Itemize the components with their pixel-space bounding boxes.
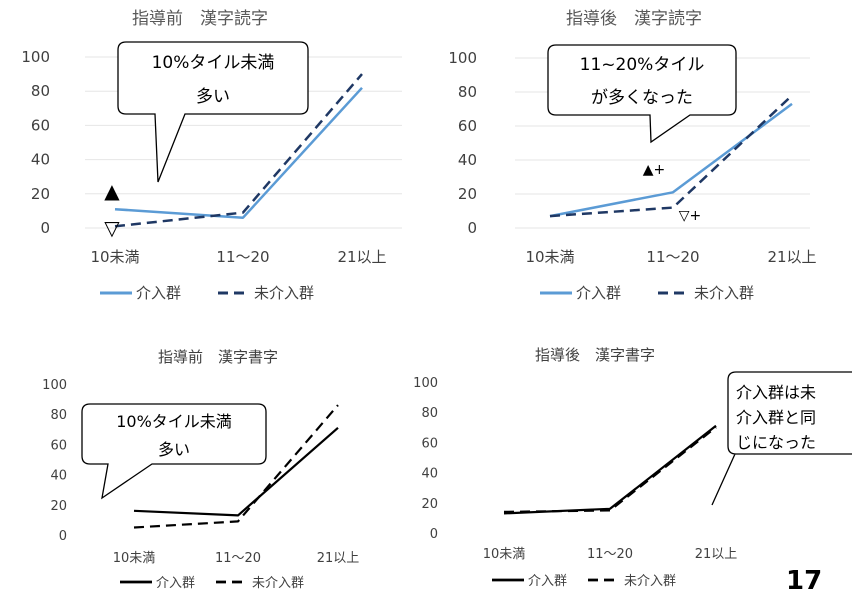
y-tick-label: 0 xyxy=(430,527,438,542)
significance-marker: ▲+ xyxy=(643,162,666,178)
x-tick-label: 11〜20 xyxy=(646,248,699,266)
legend-label: 介入群 xyxy=(136,284,181,302)
x-tick-label: 21以上 xyxy=(695,547,738,562)
y-tick-label: 60 xyxy=(458,117,477,135)
x-tick-label: 11〜20 xyxy=(215,551,261,566)
callout-text: 多い xyxy=(196,87,230,107)
callout-text: 介入群は未 xyxy=(736,383,816,402)
y-tick-label: 20 xyxy=(421,497,438,512)
y-tick-label: 20 xyxy=(458,185,477,203)
y-tick-label: 40 xyxy=(421,467,438,482)
x-tick-label: 21以上 xyxy=(317,551,360,566)
y-tick-label: 0 xyxy=(59,529,67,544)
x-tick-label: 10未満 xyxy=(90,248,139,266)
series-line-control xyxy=(503,426,717,513)
chart-title: 指導前 漢字読字 xyxy=(132,9,268,29)
chart-title: 指導後 漢字読字 xyxy=(566,9,702,29)
y-tick-label: 100 xyxy=(448,49,477,67)
y-tick-label: 60 xyxy=(50,438,67,453)
y-tick-label: 80 xyxy=(458,83,477,101)
y-tick-label: 40 xyxy=(458,151,477,169)
series-line-control xyxy=(549,94,793,218)
x-tick-label: 11〜20 xyxy=(216,248,269,266)
page-number: 17 xyxy=(786,566,823,596)
y-tick-label: 80 xyxy=(421,406,438,421)
callout-text: が多くなった xyxy=(591,88,693,108)
callout-bubble xyxy=(81,403,267,500)
legend-label: 介入群 xyxy=(576,284,621,302)
x-tick-label: 10未満 xyxy=(525,248,574,266)
callout-text: 10%タイル未満 xyxy=(152,53,275,73)
y-tick-label: 0 xyxy=(467,219,477,237)
y-tick-label: 0 xyxy=(40,219,50,237)
y-tick-label: 60 xyxy=(31,116,50,134)
x-tick-label: 21以上 xyxy=(767,248,816,266)
series-line-control xyxy=(133,404,339,529)
y-tick-label: 40 xyxy=(50,469,67,484)
significance-marker: ▽ xyxy=(104,216,120,240)
x-tick-label: 10未満 xyxy=(483,547,526,562)
callout-text: 介入群と同 xyxy=(736,408,816,427)
significance-marker: ▽+ xyxy=(679,208,702,224)
y-tick-label: 100 xyxy=(21,48,50,66)
callout-text: 11~20%タイル xyxy=(580,55,705,75)
callout-text: じになった xyxy=(736,433,816,452)
legend-label: 未介入群 xyxy=(254,284,314,302)
y-tick-label: 20 xyxy=(31,185,50,203)
significance-marker: ▲ xyxy=(104,179,120,203)
x-tick-label: 10未満 xyxy=(113,551,156,566)
series-line-intervention xyxy=(114,86,363,219)
legend-label: 介入群 xyxy=(528,574,567,589)
callout-bubble xyxy=(117,41,309,183)
y-tick-label: 80 xyxy=(31,82,50,100)
legend-label: 介入群 xyxy=(156,576,195,591)
y-tick-label: 80 xyxy=(50,408,67,423)
y-tick-label: 40 xyxy=(31,151,50,169)
chart-title: 指導前 漢字書字 xyxy=(158,348,278,366)
series-line-intervention xyxy=(133,426,339,517)
callout-text: 10%タイル未満 xyxy=(116,412,232,431)
legend-label: 未介入群 xyxy=(694,284,754,302)
callout-text: 多い xyxy=(158,440,190,459)
y-tick-label: 100 xyxy=(42,378,67,393)
x-tick-label: 21以上 xyxy=(337,248,386,266)
series-line-control xyxy=(114,73,363,228)
chart-title: 指導後 漢字書字 xyxy=(535,346,655,364)
y-tick-label: 60 xyxy=(421,436,438,451)
legend-label: 未介入群 xyxy=(252,576,304,591)
x-tick-label: 11〜20 xyxy=(587,547,633,562)
series-line-intervention xyxy=(503,424,717,515)
y-tick-label: 20 xyxy=(50,499,67,514)
y-tick-label: 100 xyxy=(413,376,438,391)
callout-bubble xyxy=(547,44,737,144)
legend-label: 未介入群 xyxy=(624,574,676,589)
callout-bubble xyxy=(711,371,852,506)
